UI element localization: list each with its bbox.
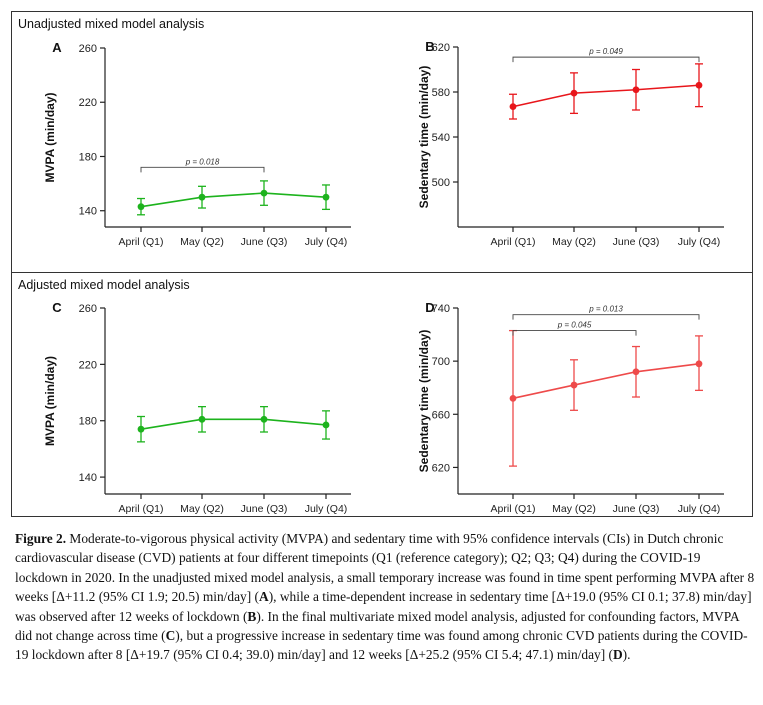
- caption-text: Moderate-to-vigorous physical activity (…: [15, 531, 755, 663]
- panel-letter: A: [52, 40, 62, 55]
- y-tick-label: 500: [432, 177, 450, 189]
- y-tick-label: 180: [79, 151, 97, 163]
- data-point: [137, 425, 145, 433]
- caption-panel-ref: D: [612, 647, 623, 663]
- y-axis-label: MVPA (min/day): [43, 356, 57, 446]
- series-line: [512, 363, 700, 400]
- section-title-adjusted: Adjusted mixed model analysis: [18, 278, 190, 292]
- p-value-label: p = 0.045: [557, 321, 592, 330]
- section-title-unadjusted: Unadjusted mixed model analysis: [18, 17, 204, 31]
- caption-panel-ref: B: [247, 608, 257, 624]
- data-point: [695, 81, 703, 89]
- series-line: [512, 84, 700, 108]
- x-tick-label: April (Q1): [491, 503, 536, 515]
- caption-panel-ref: A: [259, 589, 269, 605]
- data-point: [260, 189, 268, 197]
- data-point: [570, 381, 578, 389]
- y-axis-label: MVPA (min/day): [43, 92, 57, 182]
- x-tick-label: May (Q2): [180, 503, 224, 515]
- y-tick-label: 260: [79, 303, 97, 315]
- y-tick-label: 220: [79, 359, 97, 371]
- x-tick-label: May (Q2): [552, 503, 596, 515]
- y-tick-label: 580: [432, 87, 450, 99]
- significance-bracket: [140, 166, 265, 173]
- data-point: [322, 421, 330, 429]
- y-axis-label: Sedentary time (min/day): [417, 66, 431, 209]
- y-axis-label: Sedentary time (min/day): [417, 330, 431, 473]
- panel-letter: C: [52, 300, 62, 315]
- p-value-label: p = 0.018: [185, 157, 220, 166]
- figure-frame: [11, 11, 753, 517]
- caption-panel-ref: C: [165, 628, 176, 644]
- data-point: [570, 89, 578, 97]
- y-tick-label: 140: [79, 472, 97, 484]
- p-value-label: p = 0.049: [588, 47, 623, 56]
- p-value-label: p = 0.013: [588, 305, 623, 314]
- y-tick-label: 260: [79, 43, 97, 55]
- series-line: [140, 418, 327, 430]
- y-tick-label: 140: [79, 206, 97, 218]
- x-tick-label: July (Q4): [305, 503, 348, 515]
- y-tick-label: 620: [432, 462, 450, 474]
- significance-bracket: [512, 314, 700, 320]
- data-point: [198, 415, 206, 423]
- panel-letter: D: [425, 300, 434, 315]
- significance-bracket: [512, 330, 637, 336]
- figure-panels: Unadjusted mixed model analysis Adjusted…: [11, 11, 753, 517]
- significance-bracket: [512, 56, 700, 63]
- data-point: [509, 394, 517, 402]
- x-tick-label: June (Q3): [241, 503, 288, 515]
- y-tick-label: 540: [432, 132, 450, 144]
- x-tick-label: June (Q3): [613, 503, 660, 515]
- x-tick-label: April (Q1): [491, 236, 536, 248]
- data-point: [260, 415, 268, 423]
- series-line: [140, 192, 327, 208]
- x-tick-label: April (Q1): [119, 236, 164, 248]
- panel-letter: B: [425, 39, 434, 54]
- data-point: [509, 103, 517, 111]
- y-tick-label: 740: [432, 303, 450, 315]
- panels-layer: A MVPA (min/day) 140 180 220 260 April (Q1) May…: [43, 39, 724, 515]
- data-point: [632, 368, 640, 376]
- x-tick-label: April (Q1): [119, 503, 164, 515]
- caption-label: Figure 2.: [15, 531, 67, 546]
- x-tick-label: May (Q2): [552, 236, 596, 248]
- x-tick-label: July (Q4): [305, 236, 348, 248]
- x-tick-label: July (Q4): [678, 503, 721, 515]
- y-tick-label: 700: [432, 356, 450, 368]
- data-point: [137, 203, 145, 211]
- y-tick-label: 180: [79, 416, 97, 428]
- x-tick-label: June (Q3): [613, 236, 660, 248]
- data-point: [198, 193, 206, 201]
- y-tick-label: 620: [432, 42, 450, 54]
- data-point: [695, 360, 703, 368]
- y-tick-label: 220: [79, 97, 97, 109]
- x-tick-label: June (Q3): [241, 236, 288, 248]
- data-point: [322, 193, 330, 201]
- x-tick-label: July (Q4): [678, 236, 721, 248]
- data-point: [632, 86, 640, 94]
- x-tick-label: May (Q2): [180, 236, 224, 248]
- figure-caption: Figure 2. Moderate-to-vigorous physical …: [15, 529, 755, 665]
- y-tick-label: 660: [432, 409, 450, 421]
